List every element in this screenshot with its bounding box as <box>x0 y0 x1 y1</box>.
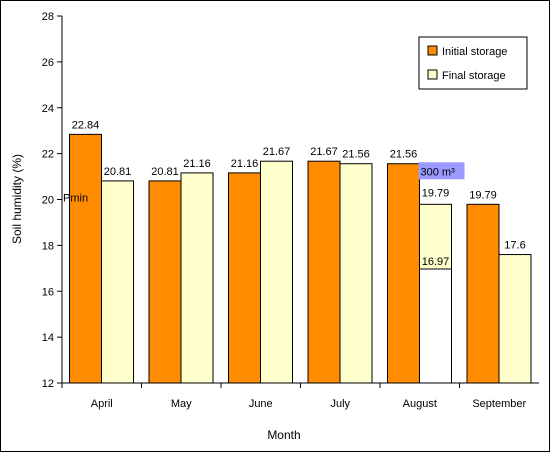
bar-initial-storage-april <box>69 133 102 384</box>
data-label-initial-storage-may: 20.81 <box>151 166 179 178</box>
august-inner-label: 16.97 <box>422 256 450 268</box>
bar-initial-storage-september <box>466 203 500 384</box>
bars-group <box>69 133 532 384</box>
y-tick-label: 12 <box>42 378 54 390</box>
legend-label-initial-storage: Initial storage <box>442 46 507 58</box>
y-tick-label: 22 <box>42 149 54 161</box>
x-tick-label-july: July <box>330 398 350 410</box>
x-tick-label-april: April <box>91 398 113 410</box>
x-tick-label-june: June <box>249 398 273 410</box>
data-label-initial-storage-april: 22.84 <box>72 119 100 131</box>
data-label-final-storage-july: 21.56 <box>342 149 370 161</box>
pmin-annotation: Pmin <box>63 193 88 205</box>
y-tick-label: 14 <box>42 332 54 344</box>
bar-initial-storage-july <box>307 160 341 384</box>
y-tick-label: 20 <box>42 195 54 207</box>
bar-final-storage-may <box>180 172 214 384</box>
bar-final-storage-june <box>260 160 293 384</box>
data-label-initial-storage-june: 21.16 <box>231 158 259 170</box>
legend: Initial storage Final storage <box>418 36 528 90</box>
y-tick-label: 28 <box>42 11 54 23</box>
legend-swatch-final-storage <box>427 69 438 80</box>
y-axis-title: Soil humidity (%) <box>10 154 24 244</box>
x-tick-label-may: May <box>171 398 192 410</box>
data-label-initial-storage-september: 19.79 <box>469 189 497 201</box>
data-label-initial-storage-august: 21.56 <box>390 149 418 161</box>
august-inner-segment <box>419 268 452 384</box>
bar-final-storage-july <box>339 163 373 384</box>
bar-final-storage-september <box>498 254 532 384</box>
x-tick-label-august: August <box>403 398 437 410</box>
legend-swatch-initial-storage <box>427 45 438 56</box>
x-axis: April May June July August September <box>61 383 526 410</box>
bar-initial-storage-june <box>228 172 261 384</box>
volume-annotation: 300 m³ <box>421 166 456 178</box>
data-label-final-storage-september: 17.6 <box>504 240 525 252</box>
y-axis: 12 14 16 18 20 22 24 26 28 <box>42 11 62 390</box>
data-labels-group: 22.84 20.81 20.81 21.16 21.16 21.67 21.67 21.56… <box>63 119 526 268</box>
y-tick-label: 24 <box>42 103 54 115</box>
bar-initial-storage-august <box>387 163 420 384</box>
data-label-final-storage-april: 20.81 <box>104 166 132 178</box>
x-tick-label-september: September <box>472 398 526 410</box>
y-tick-label: 16 <box>42 286 54 298</box>
data-label-initial-storage-july: 21.67 <box>310 146 338 158</box>
y-tick-label: 18 <box>42 240 54 252</box>
legend-label-final-storage: Final storage <box>442 70 506 82</box>
data-label-final-storage-august: 19.79 <box>422 187 450 199</box>
volume-annotation-bg <box>418 162 465 180</box>
data-label-final-storage-may: 21.16 <box>183 158 211 170</box>
data-label-final-storage-june: 21.67 <box>263 146 291 158</box>
bar-initial-storage-may <box>148 180 182 384</box>
bar-final-storage-april <box>101 180 134 384</box>
y-tick-label: 26 <box>42 57 54 69</box>
x-axis-title: Month <box>267 428 300 442</box>
